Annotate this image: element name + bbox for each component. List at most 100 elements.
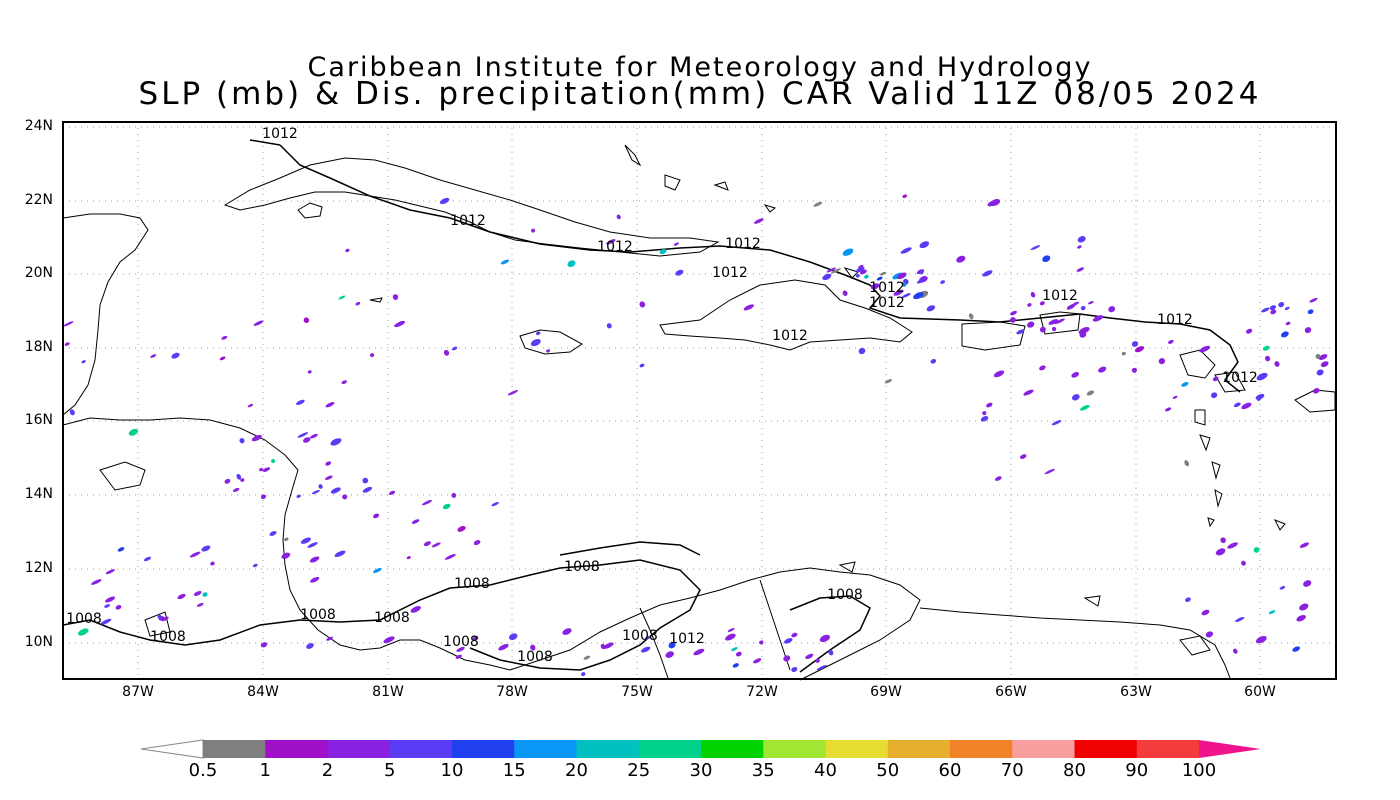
precipitation-patch [1201,609,1210,616]
precipitation-patch [916,278,926,284]
precipitation-patch [307,370,312,374]
precipitation-patch [819,634,830,643]
precipitation-patch [281,552,291,559]
colorbar-label: 30 [689,760,713,781]
coastline-margarita [1083,595,1101,607]
precipitation-patch [345,248,350,253]
latitude-label: 18N [24,339,53,355]
coastline-cuba [223,157,720,257]
colorbar-swatch [701,740,764,758]
colorbar-swatch [1136,740,1200,758]
precipitation-patch [472,635,479,641]
precipitation-patch [177,593,186,600]
precipitation-patch [362,486,373,493]
coastline-interior-1 [99,461,146,491]
precipitation-patch [311,489,320,495]
precipitation-patch [900,247,912,254]
precipitation-patch [1318,354,1328,361]
isobar-label: 1012 [1042,288,1078,304]
precipitation-patch [423,541,431,547]
precipitation-patch [813,201,823,207]
colorbar-label: 5 [384,760,396,781]
precipitation-patch [1316,369,1324,376]
colorbar-label: 20 [565,760,588,781]
precipitation-patch [370,353,375,358]
isobar-label: 1008 [150,629,186,645]
precipitation-patch [1158,358,1166,365]
precipitation-patch [1080,305,1086,311]
precipitation-patch [221,335,228,340]
precipitation-patch [1262,345,1270,351]
colorbar-max-arrow [1199,740,1261,758]
precipitation-patch [189,551,201,558]
isobar-label: 1008 [517,649,553,665]
coastline-puerto-rico [961,321,1026,351]
isobar-label: 1008 [300,607,336,623]
isobar-label: 1008 [374,610,410,626]
precipitation-patch [442,503,451,510]
coastline-colombia-interior [639,607,669,679]
precipitation-patch [864,274,869,279]
latitude-label: 24N [24,118,53,134]
precipitation-patch [822,273,832,281]
precipitation-patches [63,194,1329,677]
precipitation-patch [1274,361,1280,367]
colorbar-label: 10 [440,760,464,781]
precipitation-patch [1027,321,1035,328]
precipitation-patch [1307,309,1314,315]
precipitation-patch [117,547,125,552]
precipitation-patch [1261,307,1270,313]
colorbar-label: 2 [321,760,334,781]
precipitation-patch [855,274,860,278]
precipitation-patch [1134,346,1145,353]
precipitation-patch [1086,390,1095,396]
precipitation-patch [69,409,75,416]
colorbar-label: 60 [938,760,962,781]
isobar-label: 1008 [66,611,102,627]
coastline-hispaniola [659,279,913,351]
precipitation-patch [219,356,226,361]
latitude-label: 14N [24,486,53,502]
latitude-label: 16N [24,412,53,428]
colorbar-swatch [327,740,391,758]
precipitation-patch [1210,392,1218,399]
precipitation-patch [252,563,258,568]
precipitation-patch [842,290,848,296]
colorbar-label: 1 [259,760,271,781]
precipitation-patch [842,248,854,256]
precipitation-patch [731,647,738,652]
precipitation-patch [1284,306,1290,311]
precipitation-patch [982,270,993,277]
precipitation-patch [1205,631,1214,638]
precipitation-patch [583,655,591,660]
isobar-label: 1012 [1157,312,1193,328]
precipitation-patch [968,313,974,320]
precipitation-patch [406,556,411,560]
precipitation-patch [233,487,240,492]
precipitation-patch [982,410,987,416]
precipitation-patch [444,554,456,560]
precipitation-patch [1092,315,1104,322]
precipitation-patch [439,197,450,205]
colorbar-label: 100 [1181,760,1217,781]
precipitation-patch [1269,305,1277,311]
precipitation-patch [884,379,892,384]
precipitation-patch [240,478,245,482]
precipitation-patch [410,606,421,613]
precipitation-patch [913,292,924,300]
precipitation-patch [784,638,793,644]
precipitation-patch [306,643,314,649]
precipitation-patch [307,542,318,548]
precipitation-patch [202,592,208,597]
precipitation-patch [930,358,937,364]
precipitation-patch [373,568,382,573]
precipitation-patch [1255,393,1265,400]
colorbar-label: 70 [1000,760,1024,781]
precipitation-patch [260,494,267,500]
precipitation-patch [1184,460,1190,467]
latitude-label: 12N [24,560,53,576]
precipitation-patch [725,633,736,641]
precipitation-patch [754,218,764,224]
precipitation-patch [1016,329,1025,335]
precipitation-patch [1054,318,1065,325]
